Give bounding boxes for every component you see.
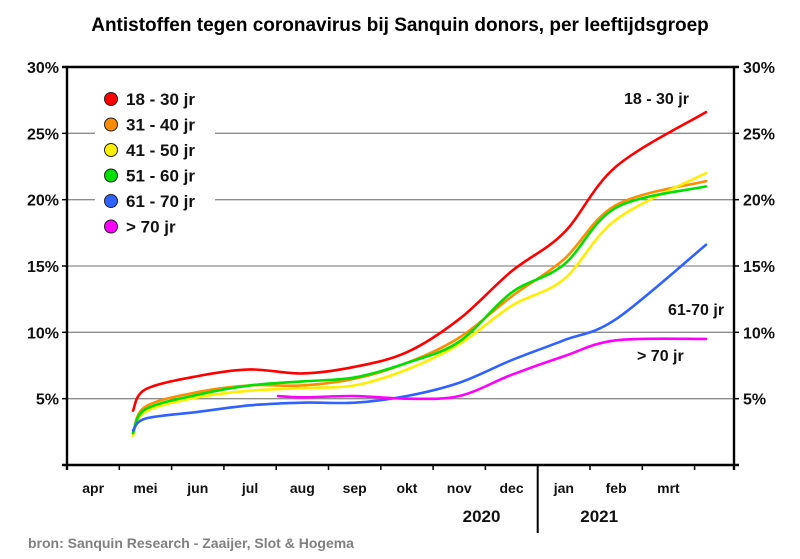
- x-tick-label-mei: mei: [133, 480, 157, 496]
- y-tick-label-right: 30%: [743, 60, 775, 77]
- legend-background: [95, 82, 215, 242]
- legend-marker-4: [104, 168, 118, 183]
- y-tick-label-left: 15%: [27, 259, 59, 276]
- y-tick-label-right: 20%: [743, 193, 775, 210]
- legend-marker-2: [104, 117, 118, 132]
- legend-marker-6: [104, 219, 118, 234]
- series-line-4: [131, 185, 708, 435]
- x-tick-label-jan: jan: [553, 480, 574, 496]
- annotation-2: 61-70 jr: [668, 302, 724, 319]
- legend-label-3: 41 - 50 jr: [126, 141, 195, 160]
- x-tick-label-sep: sep: [343, 480, 367, 496]
- y-tick-label-left: 30%: [27, 60, 59, 77]
- series-line-2: [131, 179, 708, 435]
- legend-label-2: 31 - 40 jr: [126, 116, 195, 135]
- axes: [62, 65, 739, 533]
- series-line-3: [131, 171, 708, 438]
- x-tick-label-apr: apr: [82, 480, 104, 496]
- source-note: bron: Sanquin Research - Zaaijer, Slot &…: [28, 535, 354, 551]
- year-label-2020: 2020: [463, 507, 501, 526]
- x-tick-label-okt: okt: [396, 480, 417, 496]
- x-tick-labels: apr mei jun jul aug sep okt nov dec jan feb mrt 2020…: [82, 480, 680, 526]
- x-tick-label-feb: feb: [606, 480, 627, 496]
- y-tick-label-left: 25%: [27, 126, 59, 143]
- y-tick-label-left: 5%: [36, 392, 59, 409]
- y-tick-label-right: 15%: [743, 259, 775, 276]
- x-tick-label-aug: aug: [290, 480, 315, 496]
- series-line-6: [276, 337, 708, 401]
- chart-title: Antistoffen tegen coronavirus bij Sanqui…: [91, 15, 709, 36]
- y-tick-label-left: 20%: [27, 193, 59, 210]
- x-tick-label-jul: jul: [241, 480, 258, 496]
- legend-label-5: 61 - 70 jr: [126, 192, 195, 211]
- y-tick-labels: 5% 5% 10% 10% 15% 15% 20% 20% 25% 25% 30% 30%: [27, 60, 775, 409]
- legend-label-4: 51 - 60 jr: [126, 167, 195, 186]
- legend-label-6: > 70 jr: [126, 218, 176, 237]
- x-tick-label-jun: jun: [186, 480, 208, 496]
- year-label-2021: 2021: [580, 507, 618, 526]
- series-line-1: [131, 110, 708, 412]
- annotations: 18 - 30 jr 61-70 jr > 70 jr: [624, 91, 724, 365]
- x-tick-label-dec: dec: [499, 480, 523, 496]
- legend-marker-1: [104, 92, 118, 106]
- y-tick-label-right: 5%: [743, 392, 766, 409]
- annotation-3: > 70 jr: [637, 348, 684, 365]
- x-tick-label-mrt: mrt: [657, 480, 680, 496]
- series-line-5: [131, 243, 708, 432]
- x-tick-label-nov: nov: [447, 480, 472, 496]
- legend-label-1: 18 - 30 jr: [126, 90, 195, 109]
- legend-marker-3: [104, 143, 118, 157]
- y-tick-label-left: 10%: [27, 325, 59, 342]
- y-tick-label-right: 10%: [743, 325, 775, 342]
- series-lines: [131, 110, 708, 438]
- y-tick-label-right: 25%: [743, 126, 775, 143]
- legend: 18 - 30 jr 31 - 40 jr 41 - 50 jr 51 - 60 jr…: [95, 82, 215, 242]
- annotation-1: 18 - 30 jr: [624, 91, 689, 108]
- legend-marker-5: [104, 194, 118, 208]
